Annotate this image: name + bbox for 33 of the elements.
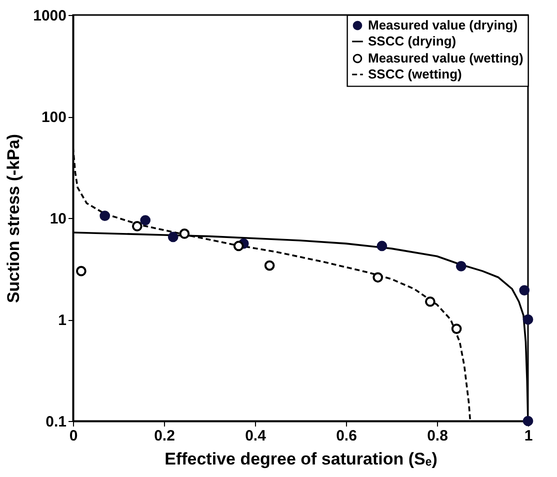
point [76, 266, 86, 276]
legend-label: Measured value (drying) [368, 18, 518, 32]
point [264, 260, 275, 271]
y-axis-title: Suction stress (-kPa) [4, 134, 24, 304]
x-tick-label: 0.4 [245, 428, 267, 444]
point [233, 240, 244, 252]
x-axis-title: Effective degree of saturation (Sₑ) [164, 450, 438, 468]
x-tick-label: 1 [524, 428, 533, 444]
x-tick-label: 0.2 [154, 428, 175, 444]
y-tick-label: 1000 [33, 8, 66, 24]
point [456, 261, 466, 272]
x-tick-label: 0.6 [336, 428, 357, 444]
point [376, 240, 388, 252]
point [372, 272, 384, 283]
legend-label: SSCC (wetting) [368, 66, 462, 82]
point [522, 416, 534, 426]
x-tick-label: 0 [69, 428, 78, 444]
point [168, 232, 178, 242]
y-tick-label: 0.1 [46, 414, 66, 430]
legend-label: SSCC (drying) [368, 34, 456, 48]
point [100, 210, 110, 222]
legend-label: Measured value (wetting) [368, 50, 524, 66]
y-tick-label: 100 [41, 109, 66, 126]
point [179, 228, 190, 239]
point [424, 296, 436, 307]
point [140, 215, 151, 226]
point [522, 314, 534, 325]
point [132, 221, 142, 232]
point [451, 324, 462, 334]
x-tick-label: 0.8 [427, 428, 448, 444]
y-tick-label: 1 [58, 312, 66, 329]
y-tick-label: 10 [50, 210, 66, 228]
point [519, 285, 530, 296]
